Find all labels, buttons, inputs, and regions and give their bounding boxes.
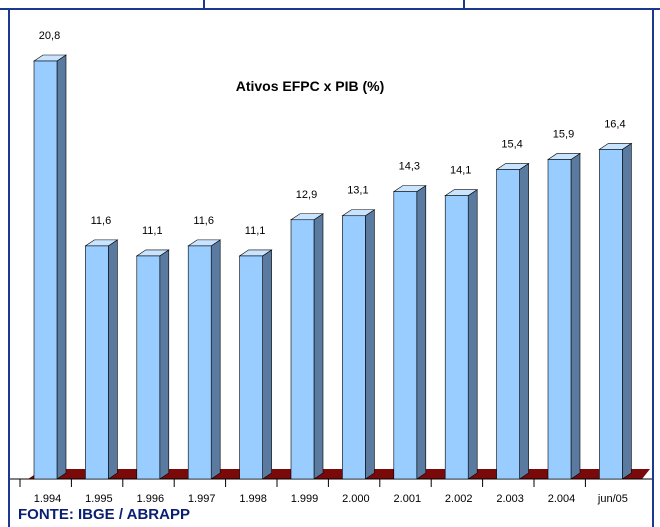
top-divider <box>203 0 205 8</box>
left-border <box>8 8 10 527</box>
bar-side <box>467 189 478 480</box>
x-tick-label: 2.002 <box>445 493 473 505</box>
data-label: 15,4 <box>501 139 522 151</box>
data-label: 20,8 <box>39 30 60 42</box>
bar-side <box>570 152 581 480</box>
x-tick-label: 1.996 <box>137 493 165 505</box>
bar <box>444 195 469 480</box>
x-tick-label: 1.994 <box>34 493 62 505</box>
top-divider <box>463 0 465 8</box>
bar-side <box>365 209 375 480</box>
x-tick-label: 1.997 <box>188 493 216 505</box>
bar-side <box>210 239 221 480</box>
bar <box>85 245 109 480</box>
data-label: 14,3 <box>399 161 420 173</box>
x-tick-label: 1.995 <box>85 493 113 505</box>
x-tick-label: 2.000 <box>342 493 370 505</box>
x-tick-label: 2.001 <box>394 493 422 505</box>
bar <box>496 169 520 480</box>
bar <box>239 255 263 480</box>
data-label: 11,6 <box>193 215 214 227</box>
x-tick-label: 2.003 <box>496 493 524 505</box>
bar-side <box>313 213 324 480</box>
bar <box>393 191 418 480</box>
bar <box>342 215 366 480</box>
bar-side <box>159 249 170 480</box>
data-label: 16,4 <box>604 118 625 130</box>
bar-side <box>416 185 427 480</box>
bar <box>547 159 572 480</box>
x-tick-label: 1.998 <box>239 493 267 505</box>
bar <box>290 219 315 480</box>
data-label: 12,9 <box>296 189 317 201</box>
x-tick-label: 1.999 <box>291 493 319 505</box>
data-label: 11,1 <box>142 225 163 237</box>
bar-side <box>108 239 118 480</box>
bar <box>599 149 623 480</box>
data-label: 14,1 <box>450 165 471 177</box>
bar-side <box>519 162 529 480</box>
bar-side <box>622 142 632 480</box>
right-border <box>652 8 654 527</box>
bar <box>136 255 161 480</box>
data-label: 15,9 <box>553 128 574 140</box>
bar <box>187 245 212 480</box>
bar <box>33 60 58 480</box>
top-border <box>0 0 660 10</box>
data-label: 11,1 <box>245 225 266 237</box>
bar-side <box>56 54 67 480</box>
data-label: 11,6 <box>91 215 112 227</box>
x-tick-label: 2.004 <box>548 493 576 505</box>
chart-floor <box>28 469 650 479</box>
x-tick-label: jun/05 <box>597 493 628 505</box>
chart-title: Ativos EFPC x PIB (%) <box>235 78 385 94</box>
source-note: FONTE: IBGE / ABRAPP <box>18 506 190 523</box>
data-label: 13,1 <box>347 185 368 197</box>
bar-side <box>262 249 272 480</box>
